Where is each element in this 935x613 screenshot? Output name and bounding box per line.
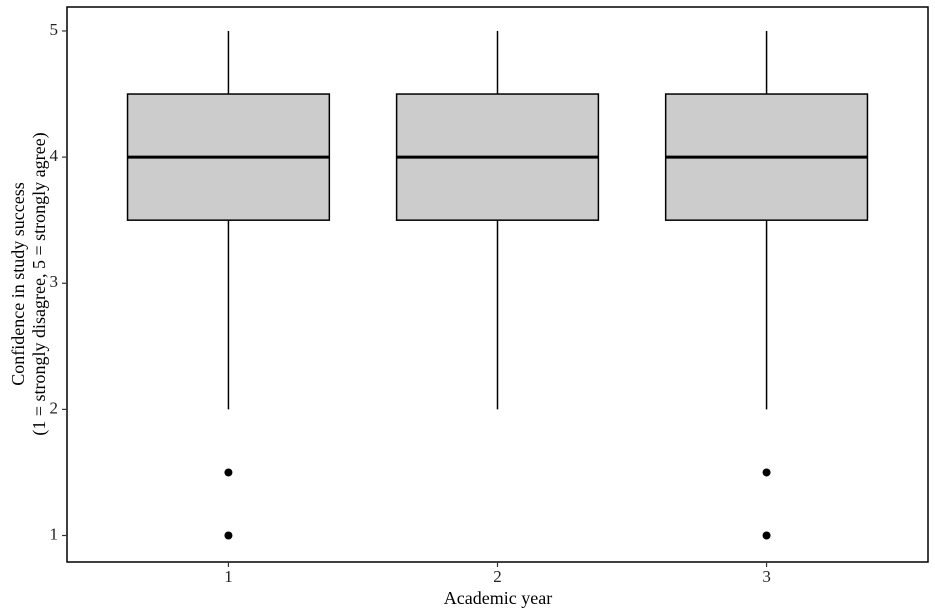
y-tick-label: 1 <box>50 524 59 543</box>
y-tick-label: 2 <box>50 398 59 417</box>
x-tick-label: 2 <box>493 567 502 586</box>
outlier <box>762 468 771 477</box>
x-tick-label: 1 <box>224 567 233 586</box>
y-tick-label: 3 <box>50 272 59 291</box>
outlier <box>762 531 771 540</box>
y-tick-label: 4 <box>50 146 59 165</box>
outlier <box>224 468 233 477</box>
outlier <box>224 531 233 540</box>
y-axis-label: Confidence in study success (1 = strongl… <box>8 132 50 435</box>
y-tick-label: 5 <box>50 20 59 39</box>
x-tick-label: 3 <box>762 567 771 586</box>
y-axis-label-line: Confidence in study success <box>8 182 28 385</box>
y-axis-label-line: (1 = strongly disagree, 5 = strongly agr… <box>29 132 50 435</box>
x-axis-label: Academic year <box>444 588 552 608</box>
